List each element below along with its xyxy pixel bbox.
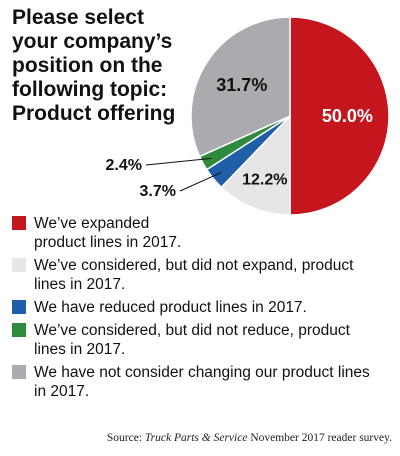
legend-swatch [12, 258, 26, 272]
chart-title-line: position on the [12, 54, 163, 77]
pie-value-label: 3.7% [140, 183, 176, 200]
legend-item: We have reduced product lines in 2017. [12, 298, 396, 317]
legend-label-line: We have reduced product lines in 2017. [34, 299, 307, 316]
source-note: Source: Truck Parts & Service November 2… [107, 432, 392, 444]
legend-item: We’ve considered, but did not expand, pr… [12, 256, 396, 294]
pie-slice [190, 16, 291, 158]
source-suffix: November 2017 reader survey. [247, 432, 392, 444]
pie-chart: 50.0% 12.2% 3.7% 2.4% 31.7% [106, 16, 390, 216]
pie-slices [190, 16, 390, 216]
pie-value-label: 12.2% [242, 171, 287, 188]
chart-title-line: your company’s [12, 30, 173, 53]
legend-label-line: We’ve considered, but did not expand, pr… [34, 257, 354, 274]
legend-item: We’ve expanded product lines in 2017. [12, 214, 396, 252]
pie-slice [289, 16, 390, 216]
source-publication: Truck Parts & Service [144, 432, 248, 444]
pie-leader-line [145, 157, 212, 166]
chart-title-line: following topic: [12, 78, 168, 101]
pie-leader-line [179, 172, 222, 192]
legend-label-line: We have not consider changing our produc… [34, 364, 370, 381]
legend-swatch [12, 323, 26, 337]
legend-item: We’ve considered, but did not reduce, pr… [12, 321, 396, 359]
legend-swatch [12, 300, 26, 314]
legend-label: We’ve considered, but did not reduce, pr… [34, 321, 350, 359]
pie-value-label: 50.0% [322, 106, 373, 126]
legend-swatch [12, 216, 26, 230]
legend-label-line: in 2017. [34, 383, 90, 400]
legend-label-line: lines in 2017. [34, 276, 126, 293]
legend-label: We have reduced product lines in 2017. [34, 298, 307, 317]
legend-label: We have not consider changing our produc… [34, 363, 370, 401]
pie-value-label: 2.4% [106, 157, 142, 174]
pie-value-label: 31.7% [216, 75, 267, 95]
legend-label-line: We’ve considered, but did not reduce, pr… [34, 322, 350, 339]
source-prefix: Source: [106, 432, 145, 444]
legend-label-line: lines in 2017. [34, 341, 126, 358]
legend-item: We have not consider changing our produc… [12, 363, 396, 401]
pie-value-labels: 50.0% 12.2% 3.7% 2.4% 31.7% [106, 75, 373, 200]
pie-slice [220, 114, 291, 216]
legend-label-line: product lines in 2017. [34, 234, 182, 251]
chart-title-line: Product offering [12, 102, 176, 125]
legend-label: We’ve expanded product lines in 2017. [34, 214, 181, 252]
chart-title-line: Please select [12, 6, 144, 29]
chart-title: Please select your company’s position on… [12, 6, 212, 126]
legend-label-line: We’ve expanded [34, 215, 150, 232]
legend: We’ve expanded product lines in 2017. We… [12, 214, 396, 405]
legend-label: We’ve considered, but did not expand, pr… [34, 256, 353, 294]
legend-swatch [12, 365, 26, 379]
